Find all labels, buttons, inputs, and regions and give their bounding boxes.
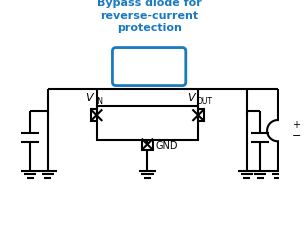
Text: V: V: [85, 93, 93, 103]
Text: Bypass diode for
reverse-current
protection: Bypass diode for reverse-current protect…: [97, 0, 201, 33]
Polygon shape: [139, 60, 159, 73]
Text: IN: IN: [95, 97, 103, 106]
Bar: [91, 109, 102, 121]
Text: +: +: [292, 120, 300, 130]
Bar: [142, 138, 153, 150]
Text: OUT: OUT: [196, 97, 212, 106]
Bar: [192, 109, 204, 121]
Bar: [96, 106, 198, 140]
FancyBboxPatch shape: [112, 47, 186, 86]
Text: GND: GND: [155, 141, 178, 151]
Text: V: V: [187, 93, 195, 103]
Text: −: −: [292, 131, 301, 141]
